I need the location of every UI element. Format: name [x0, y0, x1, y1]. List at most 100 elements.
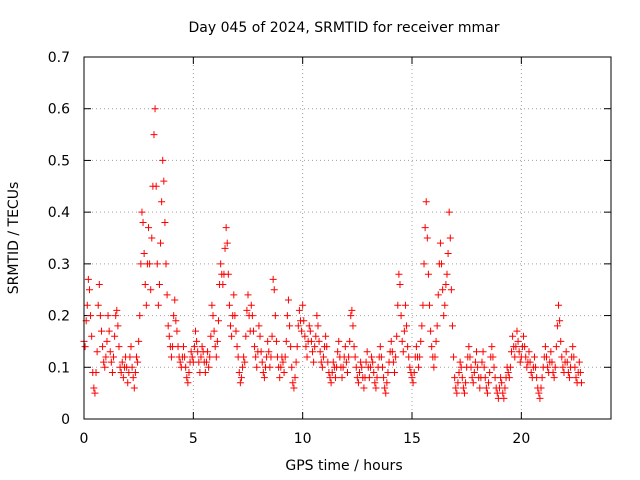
data-point: [136, 312, 144, 320]
data-point: [489, 353, 497, 361]
data-point: [576, 368, 584, 376]
data-point: [171, 296, 179, 304]
data-point: [284, 296, 292, 304]
data-point: [547, 348, 555, 356]
data-point: [474, 363, 482, 371]
data-point: [569, 343, 577, 351]
data-point: [327, 379, 335, 387]
data-point: [405, 353, 413, 361]
data-point: [292, 358, 300, 366]
data-point: [87, 312, 95, 320]
data-point: [103, 337, 111, 345]
data-point: [276, 374, 284, 382]
data-point: [509, 332, 517, 340]
data-point: [478, 358, 486, 366]
data-point: [124, 379, 132, 387]
data-point: [436, 239, 444, 247]
data-point: [118, 358, 126, 366]
data-point: [268, 332, 276, 340]
data-point: [173, 327, 181, 335]
data-point: [563, 358, 571, 366]
y-tick-label: 0.2: [48, 309, 70, 325]
data-point: [198, 343, 206, 351]
data-point: [90, 384, 98, 392]
data-point: [91, 389, 99, 397]
data-point: [434, 291, 442, 299]
y-tick-label: 0.4: [48, 205, 70, 221]
y-tick-label: 0.6: [48, 102, 70, 118]
data-point: [130, 384, 138, 392]
data-point: [206, 353, 214, 361]
data-point: [438, 260, 446, 268]
data-point: [311, 343, 319, 351]
data-point: [541, 343, 549, 351]
data-point: [488, 343, 496, 351]
data-point: [462, 379, 470, 387]
data-point: [217, 260, 225, 268]
data-point: [508, 348, 516, 356]
data-point: [224, 270, 232, 278]
data-point: [291, 374, 299, 382]
data-point: [287, 343, 295, 351]
data-point: [341, 343, 349, 351]
data-point: [251, 343, 259, 351]
data-point: [132, 353, 140, 361]
data-point: [410, 368, 418, 376]
y-tick-label: 0.5: [48, 153, 70, 169]
data-point: [223, 239, 231, 247]
data-point: [248, 312, 256, 320]
data-point: [520, 332, 528, 340]
data-point: [368, 353, 376, 361]
data-point: [553, 322, 561, 330]
data-point: [134, 358, 142, 366]
data-point: [228, 332, 236, 340]
data-point: [469, 379, 477, 387]
data-point: [260, 374, 268, 382]
data-point: [479, 348, 487, 356]
data-point: [366, 363, 374, 371]
data-point: [338, 374, 346, 382]
data-point: [277, 363, 285, 371]
x-tick-label: 5: [189, 431, 198, 447]
data-point: [110, 353, 118, 361]
data-point: [140, 250, 148, 258]
data-point: [398, 337, 406, 345]
data-point: [230, 291, 238, 299]
data-point: [92, 368, 100, 376]
data-point: [506, 363, 514, 371]
data-point: [339, 363, 347, 371]
data-point: [453, 389, 461, 397]
data-point: [426, 301, 434, 309]
data-point: [397, 312, 405, 320]
plot-frame: [83, 56, 612, 420]
data-point: [409, 379, 417, 387]
data-point: [313, 312, 321, 320]
data-point: [160, 177, 168, 185]
data-point: [521, 343, 529, 351]
data-point: [310, 358, 318, 366]
data-point: [301, 332, 309, 340]
data-point: [476, 384, 484, 392]
data-point: [485, 379, 493, 387]
data-point: [117, 368, 125, 376]
data-point: [210, 327, 218, 335]
data-point: [207, 332, 215, 340]
data-point: [95, 281, 103, 289]
data-point: [441, 301, 449, 309]
data-point: [309, 348, 317, 356]
data-point: [239, 363, 247, 371]
data-point: [380, 374, 388, 382]
data-point: [559, 363, 567, 371]
data-point: [446, 234, 454, 242]
data-point: [179, 343, 187, 351]
data-point: [371, 379, 379, 387]
grid: [84, 57, 611, 419]
data-point: [267, 353, 275, 361]
data-point: [96, 312, 104, 320]
data-point: [350, 343, 358, 351]
tick-labels: 0 0.1 0.2 0.3 0.4 0.5 0.6 0.7 0 5 10 15 20: [48, 50, 531, 447]
data-point: [572, 374, 580, 382]
data-point: [351, 353, 359, 361]
data-point: [556, 317, 564, 325]
